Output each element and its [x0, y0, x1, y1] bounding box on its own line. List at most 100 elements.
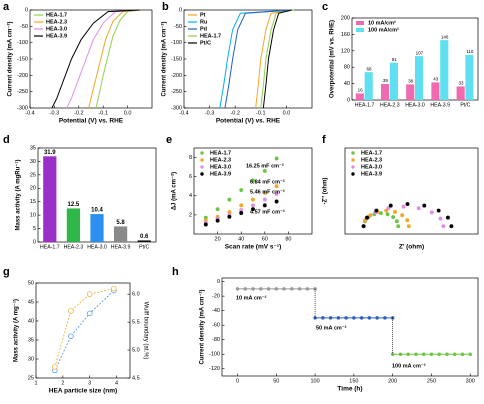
- data-point: [111, 285, 117, 292]
- x-tick-label: -0.4: [25, 110, 34, 116]
- bar: [465, 54, 474, 100]
- bar: [113, 226, 128, 242]
- data-point: [235, 287, 240, 291]
- data-point: [215, 207, 220, 212]
- y-tick-label: -300: [171, 105, 182, 111]
- y-tick-label: -80: [212, 337, 220, 343]
- data-point: [386, 206, 391, 211]
- data-point: [313, 316, 317, 320]
- data-point: [215, 218, 220, 223]
- data-point: [321, 316, 325, 320]
- x-tick-label: 80: [285, 236, 291, 242]
- data-point: [227, 197, 232, 202]
- y-axis-label: Mass activity (A mg⁻¹): [13, 299, 20, 362]
- y-tick-label: 50: [28, 280, 34, 286]
- annotation: 6.84 mF cm⁻²: [250, 178, 285, 185]
- bar: [406, 84, 415, 100]
- x-tick-label: 200: [388, 378, 397, 384]
- annotation: 100 mA cm⁻²: [392, 362, 426, 369]
- bar: [415, 56, 424, 100]
- data-point: [243, 287, 248, 291]
- value-label: 31.9: [44, 150, 56, 156]
- data-point: [416, 206, 421, 211]
- panel-label: d: [3, 134, 10, 146]
- annotation: 50 mA cm⁻²: [316, 324, 347, 331]
- data-point: [274, 184, 279, 189]
- bar: [380, 84, 390, 100]
- data-point: [274, 199, 279, 204]
- data-point: [239, 211, 244, 215]
- y-tick-label: -200: [171, 73, 182, 79]
- data-point: [374, 208, 379, 213]
- panel-label: h: [172, 266, 179, 278]
- data-point: [378, 211, 383, 216]
- data-point: [429, 352, 434, 356]
- data-point: [251, 197, 255, 202]
- data-point: [396, 224, 401, 229]
- legend-swatch: [356, 21, 364, 25]
- data-point: [52, 364, 58, 370]
- bar: [456, 86, 465, 100]
- y-tick-label: 4: [189, 193, 192, 199]
- legend-label: HEA-1.7: [200, 33, 221, 39]
- y-axis-label: Current density (mA cm⁻²): [7, 22, 14, 97]
- data-point: [262, 197, 267, 202]
- data-line: [260, 9, 295, 109]
- y-tick-label: -250: [171, 89, 182, 95]
- x-tick-label: HEA-3.0: [87, 244, 107, 250]
- y-tick-label: -120: [209, 366, 220, 372]
- y-tick-label: -100: [17, 40, 28, 46]
- bar: [440, 40, 449, 100]
- x-axis-label: Potential (V) vs. RHE: [59, 118, 124, 125]
- x-tick-label: HEA-3.9: [111, 244, 131, 250]
- bar: [137, 240, 151, 242]
- x-tick-label: -0.2: [74, 110, 83, 116]
- data-point: [388, 203, 393, 208]
- legend-swatch: [200, 165, 204, 169]
- value-label: 39: [383, 78, 389, 83]
- y-axis-label: ΔJ (mA cm⁻²): [171, 172, 178, 210]
- y-tick-label: 25: [28, 375, 34, 381]
- plot-frame: [221, 277, 479, 377]
- data-point: [262, 203, 267, 208]
- legend-label: HEA-3.0: [361, 164, 382, 170]
- value-label: 38: [408, 79, 414, 84]
- panel-label: b: [162, 1, 169, 13]
- data-point: [445, 215, 450, 220]
- data-point: [274, 191, 279, 196]
- data-point: [361, 224, 366, 229]
- y-axis-label: Overpotential (mV vs. RHE): [330, 20, 336, 98]
- legend-label: HEA-3.0: [46, 26, 67, 32]
- x-tick-label: 2: [61, 380, 64, 386]
- annotation: 4.57 mF cm⁻²: [250, 208, 285, 215]
- y2-axis-label: Wulff boundary (at.%): [142, 302, 148, 360]
- data-point: [384, 208, 389, 213]
- data-line: [95, 9, 140, 109]
- y-tick-label: -150: [171, 56, 182, 62]
- data-point: [429, 210, 434, 215]
- value-label: 16: [358, 88, 364, 93]
- y-tick-label: -50: [20, 24, 28, 30]
- bar: [66, 208, 81, 242]
- x-tick-label: HEA-3.0: [405, 102, 425, 108]
- panel-label: e: [166, 134, 172, 146]
- data-point: [398, 352, 403, 356]
- value-label: 68: [367, 66, 373, 71]
- value-label: 43: [433, 77, 439, 82]
- data-point: [251, 287, 255, 291]
- y-tick-label: -250: [17, 89, 28, 95]
- y-tick-label: 5: [33, 226, 36, 232]
- y-tick-label: -100: [209, 352, 220, 358]
- data-point: [274, 287, 279, 291]
- data-point: [203, 222, 208, 227]
- data-point: [251, 207, 255, 212]
- y2-tick-label: 5.0: [132, 348, 140, 354]
- data-line: [66, 9, 140, 109]
- x-tick-label: HEA-1.7: [355, 102, 375, 108]
- annotation: 10 mA cm⁻²: [236, 294, 267, 301]
- bar: [43, 156, 57, 242]
- legend-label: HEA-1.7: [210, 150, 231, 156]
- data-line: [88, 9, 140, 109]
- x-tick-label: -0.2: [230, 110, 239, 116]
